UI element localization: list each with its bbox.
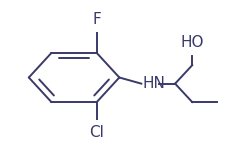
Text: HN: HN: [143, 76, 166, 91]
Text: F: F: [92, 12, 101, 27]
Text: Cl: Cl: [89, 125, 104, 140]
Text: HO: HO: [181, 35, 204, 50]
